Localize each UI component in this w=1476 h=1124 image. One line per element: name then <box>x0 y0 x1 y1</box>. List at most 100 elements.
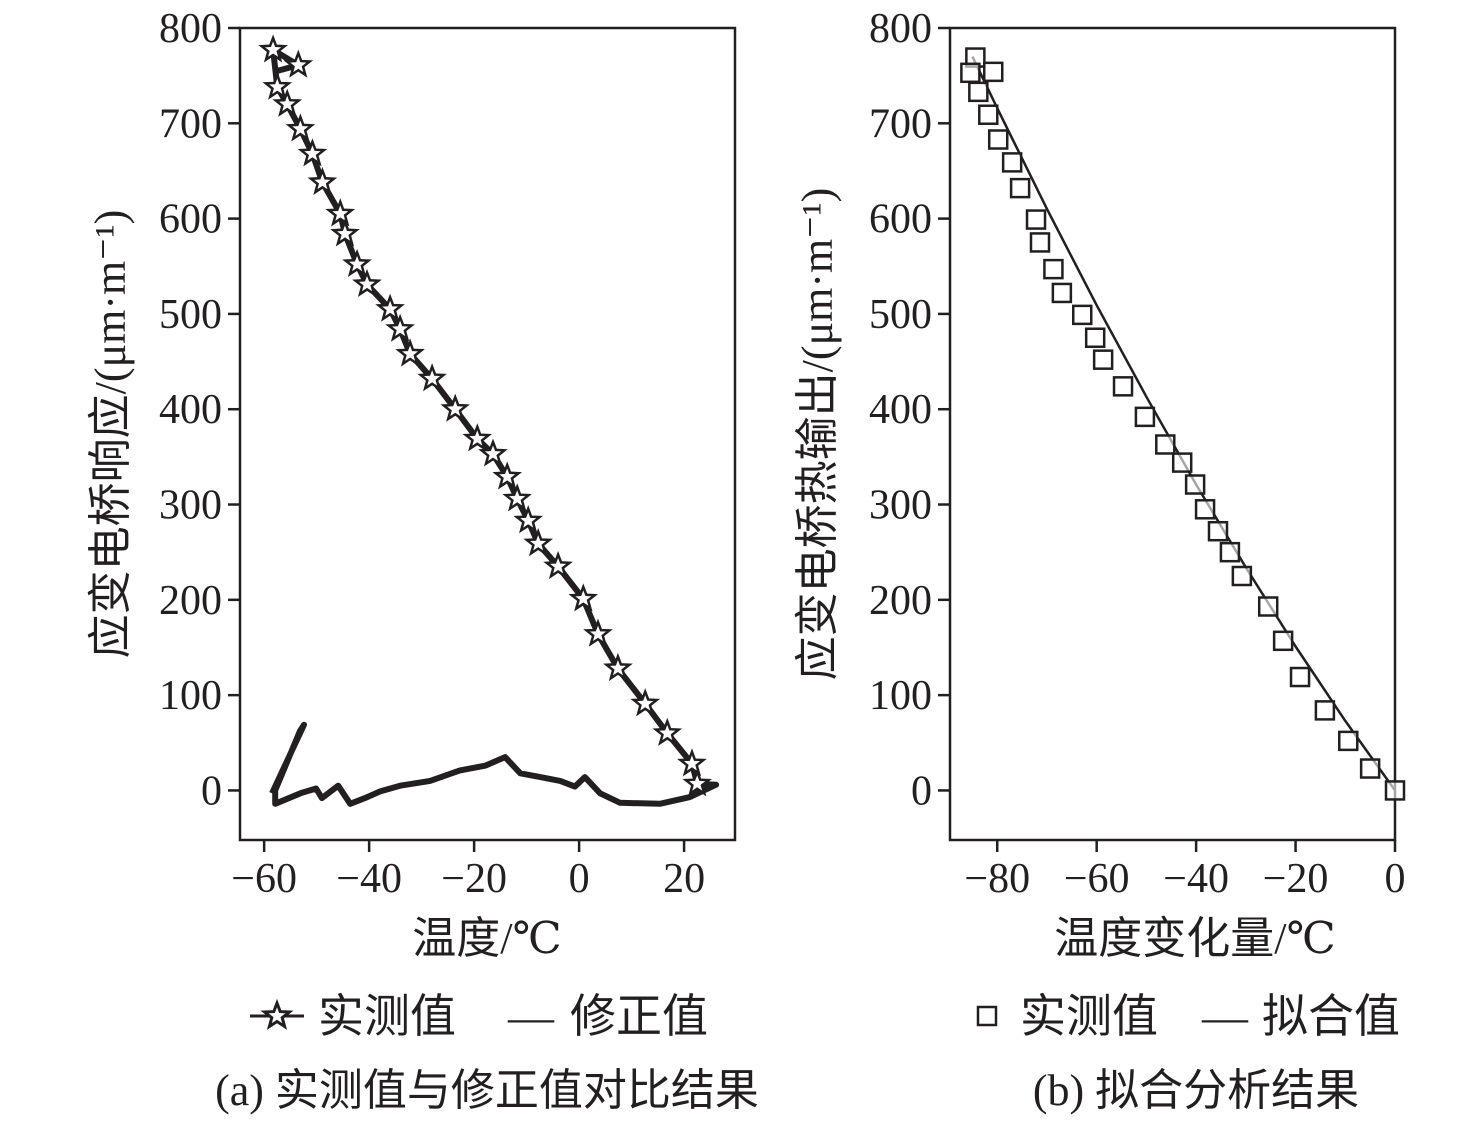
square-point <box>1207 520 1229 542</box>
star-point <box>543 550 573 580</box>
star-point <box>297 138 328 167</box>
y-tick-label: 0 <box>911 768 932 814</box>
star-point <box>342 248 372 277</box>
star-point <box>603 652 633 682</box>
star-point <box>307 166 338 196</box>
square-point <box>968 81 989 103</box>
x-tick-label: −60 <box>1064 856 1130 902</box>
star-point <box>272 88 303 117</box>
star-point <box>462 423 493 452</box>
legend-a-measured: 实测值 <box>318 991 456 1042</box>
square-point <box>1155 434 1176 455</box>
series-line-修正值 <box>269 46 720 807</box>
x-tick-label: −60 <box>231 856 297 902</box>
square-point <box>1194 499 1216 520</box>
star-point <box>395 338 425 367</box>
plot-frame <box>238 26 737 842</box>
square-point <box>1219 541 1241 563</box>
star-point <box>583 618 613 647</box>
y-tick-label: 600 <box>869 197 932 243</box>
square-point <box>1359 758 1381 779</box>
chart-b-ylabel: 应变电桥热输出/(μm·m⁻¹) <box>793 188 842 681</box>
chart-b-legend: 实测值 — 拟合值 <box>976 991 1400 1042</box>
star-point <box>385 313 415 342</box>
square-point <box>1384 780 1406 801</box>
y-tick-label: 200 <box>159 578 222 624</box>
star-point <box>417 363 447 392</box>
chart-a-xlabel: 温度/℃ <box>412 914 561 963</box>
square-point <box>1051 282 1073 304</box>
chart-b-caption: (b) 拟合分析结果 <box>1033 1066 1359 1115</box>
star-point <box>258 34 288 63</box>
y-tick-label: 500 <box>869 292 932 338</box>
x-tick-label: 0 <box>1385 856 1406 902</box>
star-point <box>325 198 356 227</box>
y-tick-label: 500 <box>159 292 222 338</box>
square-point <box>1084 327 1106 348</box>
y-tick-label: 300 <box>159 483 222 529</box>
star-point <box>440 393 470 422</box>
legend-star-marker <box>260 998 294 1030</box>
y-tick-label: 400 <box>869 387 932 433</box>
y-tick-label: 800 <box>869 6 932 52</box>
square-point <box>1001 152 1023 173</box>
star-point <box>523 528 553 557</box>
x-tick-label: −80 <box>964 856 1030 902</box>
chart-b-xlabel: 温度变化量/℃ <box>1054 914 1335 963</box>
x-tick-label: −20 <box>1263 856 1329 902</box>
square-point <box>960 62 981 84</box>
star-point <box>478 438 508 467</box>
y-tick-label: 0 <box>201 768 222 814</box>
star-point <box>630 688 661 717</box>
star-point <box>568 583 599 612</box>
square-point <box>1257 596 1279 617</box>
star-point <box>375 293 405 322</box>
square-point <box>1072 304 1093 326</box>
star-point <box>285 113 316 142</box>
star-point <box>283 49 314 78</box>
star-point <box>513 505 544 534</box>
square-point <box>1289 666 1311 688</box>
legend-a-dash: — <box>507 991 555 1042</box>
star-point <box>352 268 382 297</box>
chart-a-ylabel: 应变电桥响应/(μm·m⁻¹) <box>86 210 135 659</box>
x-tick-label: −40 <box>1163 856 1229 902</box>
square-point <box>1184 474 1206 495</box>
square-point <box>1092 349 1114 370</box>
star-point <box>677 748 707 777</box>
star-point <box>492 461 523 490</box>
legend-b-measured: 实测值 <box>1020 991 1158 1042</box>
x-tick-label: −20 <box>441 856 507 902</box>
y-tick-label: 600 <box>159 197 222 243</box>
square-point <box>1338 730 1359 752</box>
square-point <box>1314 700 1336 721</box>
y-tick-label: 300 <box>869 483 932 529</box>
series-line-拟合值 <box>971 56 1397 792</box>
square-point <box>1025 209 1047 230</box>
star-point <box>652 717 683 746</box>
square-point <box>1231 565 1253 587</box>
legend-b-dash: — <box>1201 991 1249 1042</box>
square-point <box>978 104 999 125</box>
plot-frame <box>948 26 1397 842</box>
square-point <box>1112 376 1134 397</box>
square-point <box>1009 177 1031 199</box>
star-point <box>262 71 293 100</box>
y-tick-label: 200 <box>869 578 932 624</box>
y-tick-label: 700 <box>159 101 222 147</box>
square-point <box>1043 258 1064 280</box>
legend-square-marker <box>976 1005 998 1027</box>
y-tick-label: 100 <box>159 673 222 719</box>
square-point <box>1272 630 1294 652</box>
legend-a-corrected: 修正值 <box>570 991 708 1042</box>
square-point <box>987 129 1009 150</box>
chart-a-caption: (a) 实测值与修正值对比结果 <box>215 1066 759 1115</box>
chart-a-legend: 实测值 — 修正值 <box>250 991 708 1042</box>
star-point <box>682 768 713 797</box>
x-tick-label: 20 <box>663 856 705 902</box>
y-tick-label: 700 <box>869 101 932 147</box>
x-tick-label: 0 <box>569 856 590 902</box>
y-tick-label: 400 <box>159 387 222 433</box>
star-point <box>330 218 360 247</box>
